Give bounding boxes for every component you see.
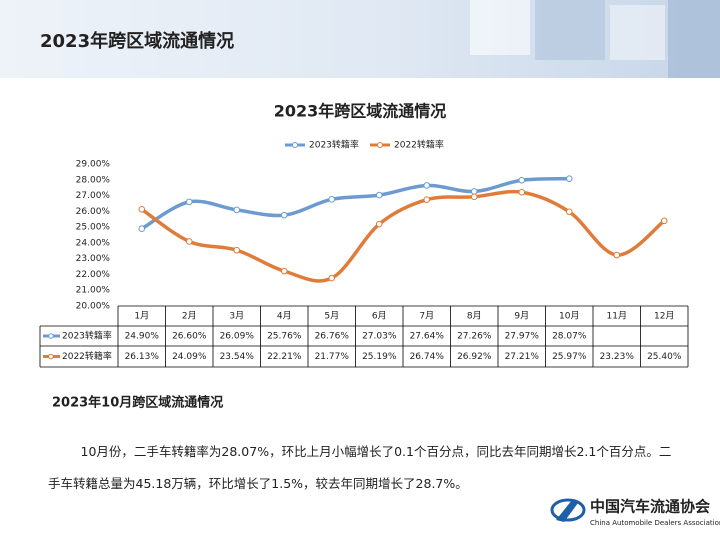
x-tick-label: 7月 [419, 311, 434, 322]
table-value: 23.54% [220, 352, 255, 362]
x-tick-label: 6月 [372, 311, 387, 322]
point [185, 238, 193, 245]
point [423, 196, 431, 203]
legend-marker [292, 142, 298, 148]
table-value: 25.40% [647, 352, 682, 362]
table-value: 27.97% [505, 332, 540, 342]
point [138, 205, 146, 213]
header-title: 2023年跨区域流通情况 [40, 30, 234, 52]
section-title: 2023年10月跨区域流通情况 [52, 395, 223, 411]
point [375, 191, 383, 199]
point [470, 193, 478, 201]
y-tick-label: 26.00% [76, 207, 111, 217]
y-tick-label: 27.00% [76, 191, 111, 201]
x-tick-label: 4月 [277, 311, 292, 322]
section-text: 10月份，二手车转籍率为28.07%，环比上月小幅增长了0.1个百分点，同比去年… [48, 444, 672, 491]
y-tick-label: 20.00% [76, 302, 111, 312]
table-legend-marker [48, 333, 54, 339]
table-value: 26.76% [315, 332, 350, 342]
table-value: 26.09% [220, 332, 255, 342]
table-value: 22.21% [267, 352, 302, 362]
logo-icon [550, 498, 586, 522]
point [280, 211, 288, 219]
table-value: 27.64% [410, 332, 445, 342]
table-value: 24.09% [172, 352, 207, 362]
x-tick-label: 3月 [229, 311, 244, 322]
table-value: 28.07% [552, 332, 587, 342]
point [185, 198, 193, 206]
table-row-label: 2023转籍率 [62, 330, 112, 342]
point [328, 274, 336, 282]
y-tick-label: 25.00% [76, 223, 111, 233]
table-value: 25.97% [552, 352, 587, 362]
point [280, 267, 288, 275]
y-tick-label: 23.00% [76, 254, 111, 264]
x-tick-label: 9月 [514, 311, 529, 322]
table-legend-marker [48, 353, 54, 360]
point [518, 188, 526, 196]
y-tick-label: 22.00% [76, 270, 111, 280]
logo-name: 中国汽车流通协会 [590, 498, 710, 516]
point [423, 182, 431, 189]
legend-label: 2023转籍率 [309, 139, 359, 151]
table-value: 26.92% [457, 352, 492, 362]
table-row-label: 2022转籍率 [62, 350, 112, 362]
point [613, 251, 621, 259]
x-tick-label: 2月 [182, 311, 197, 322]
point [138, 225, 146, 232]
x-tick-label: 5月 [324, 311, 339, 322]
y-tick-label: 21.00% [76, 286, 111, 296]
x-tick-label: 10月 [559, 311, 579, 322]
point [328, 196, 336, 203]
point [518, 176, 526, 184]
chart-title: 2023年跨区域流通情况 [274, 102, 447, 121]
table-value: 25.19% [362, 352, 397, 362]
point [660, 217, 668, 225]
table-value: 27.03% [362, 332, 397, 342]
legend-marker [377, 142, 383, 148]
point [565, 175, 573, 182]
point [233, 246, 241, 254]
y-tick-label: 29.00% [76, 160, 111, 170]
table-value: 25.76% [267, 332, 302, 342]
x-tick-label: 12月 [654, 311, 674, 322]
x-tick-label: 8月 [467, 311, 482, 322]
table-value: 26.74% [410, 352, 445, 362]
table-value: 21.77% [315, 352, 350, 362]
y-tick-label: 28.00% [76, 175, 111, 185]
header-decoration [470, 0, 720, 78]
x-tick-label: 1月 [134, 311, 149, 322]
table-value: 26.60% [172, 332, 207, 342]
point [233, 206, 241, 214]
point [470, 188, 478, 195]
series-line [140, 176, 571, 231]
table-value: 27.26% [457, 332, 492, 342]
point [375, 220, 383, 228]
y-tick-label: 24.00% [76, 238, 111, 248]
legend-label: 2022转籍率 [394, 139, 444, 151]
table-value: 26.13% [125, 352, 160, 362]
table-value: 24.90% [125, 332, 160, 342]
table-value: 23.23% [600, 352, 635, 362]
table-value: 27.21% [505, 352, 540, 362]
x-tick-label: 11月 [607, 311, 627, 322]
point [565, 208, 573, 216]
logo-subtitle: China Automobile Dealers Association [590, 519, 720, 527]
